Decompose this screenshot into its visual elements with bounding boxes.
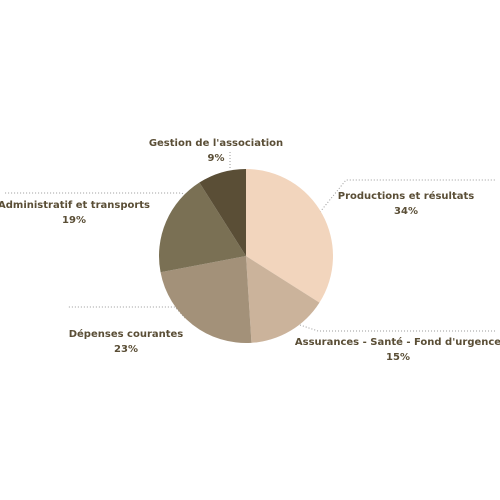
value-label: 15% bbox=[386, 352, 410, 363]
slice-label: Administratif et transports bbox=[0, 200, 150, 211]
pie-slice bbox=[199, 169, 246, 256]
value-label: 19% bbox=[62, 215, 86, 226]
pie-slice bbox=[159, 182, 246, 273]
value-label: 34% bbox=[394, 206, 418, 217]
value-label: 9% bbox=[208, 153, 225, 164]
leader-line bbox=[299, 324, 495, 332]
slice-label: Dépenses courantes bbox=[69, 328, 184, 340]
leader-line bbox=[68, 306, 186, 319]
pie-slice bbox=[246, 256, 320, 343]
slice-label: Assurances - Santé - Fond d'urgence bbox=[295, 336, 500, 348]
slice-label: Productions et résultats bbox=[338, 190, 475, 202]
slice-label: Gestion de l'association bbox=[149, 138, 283, 149]
pie-slice bbox=[246, 169, 334, 303]
pie-slice bbox=[160, 256, 252, 343]
value-label: 23% bbox=[114, 344, 138, 355]
